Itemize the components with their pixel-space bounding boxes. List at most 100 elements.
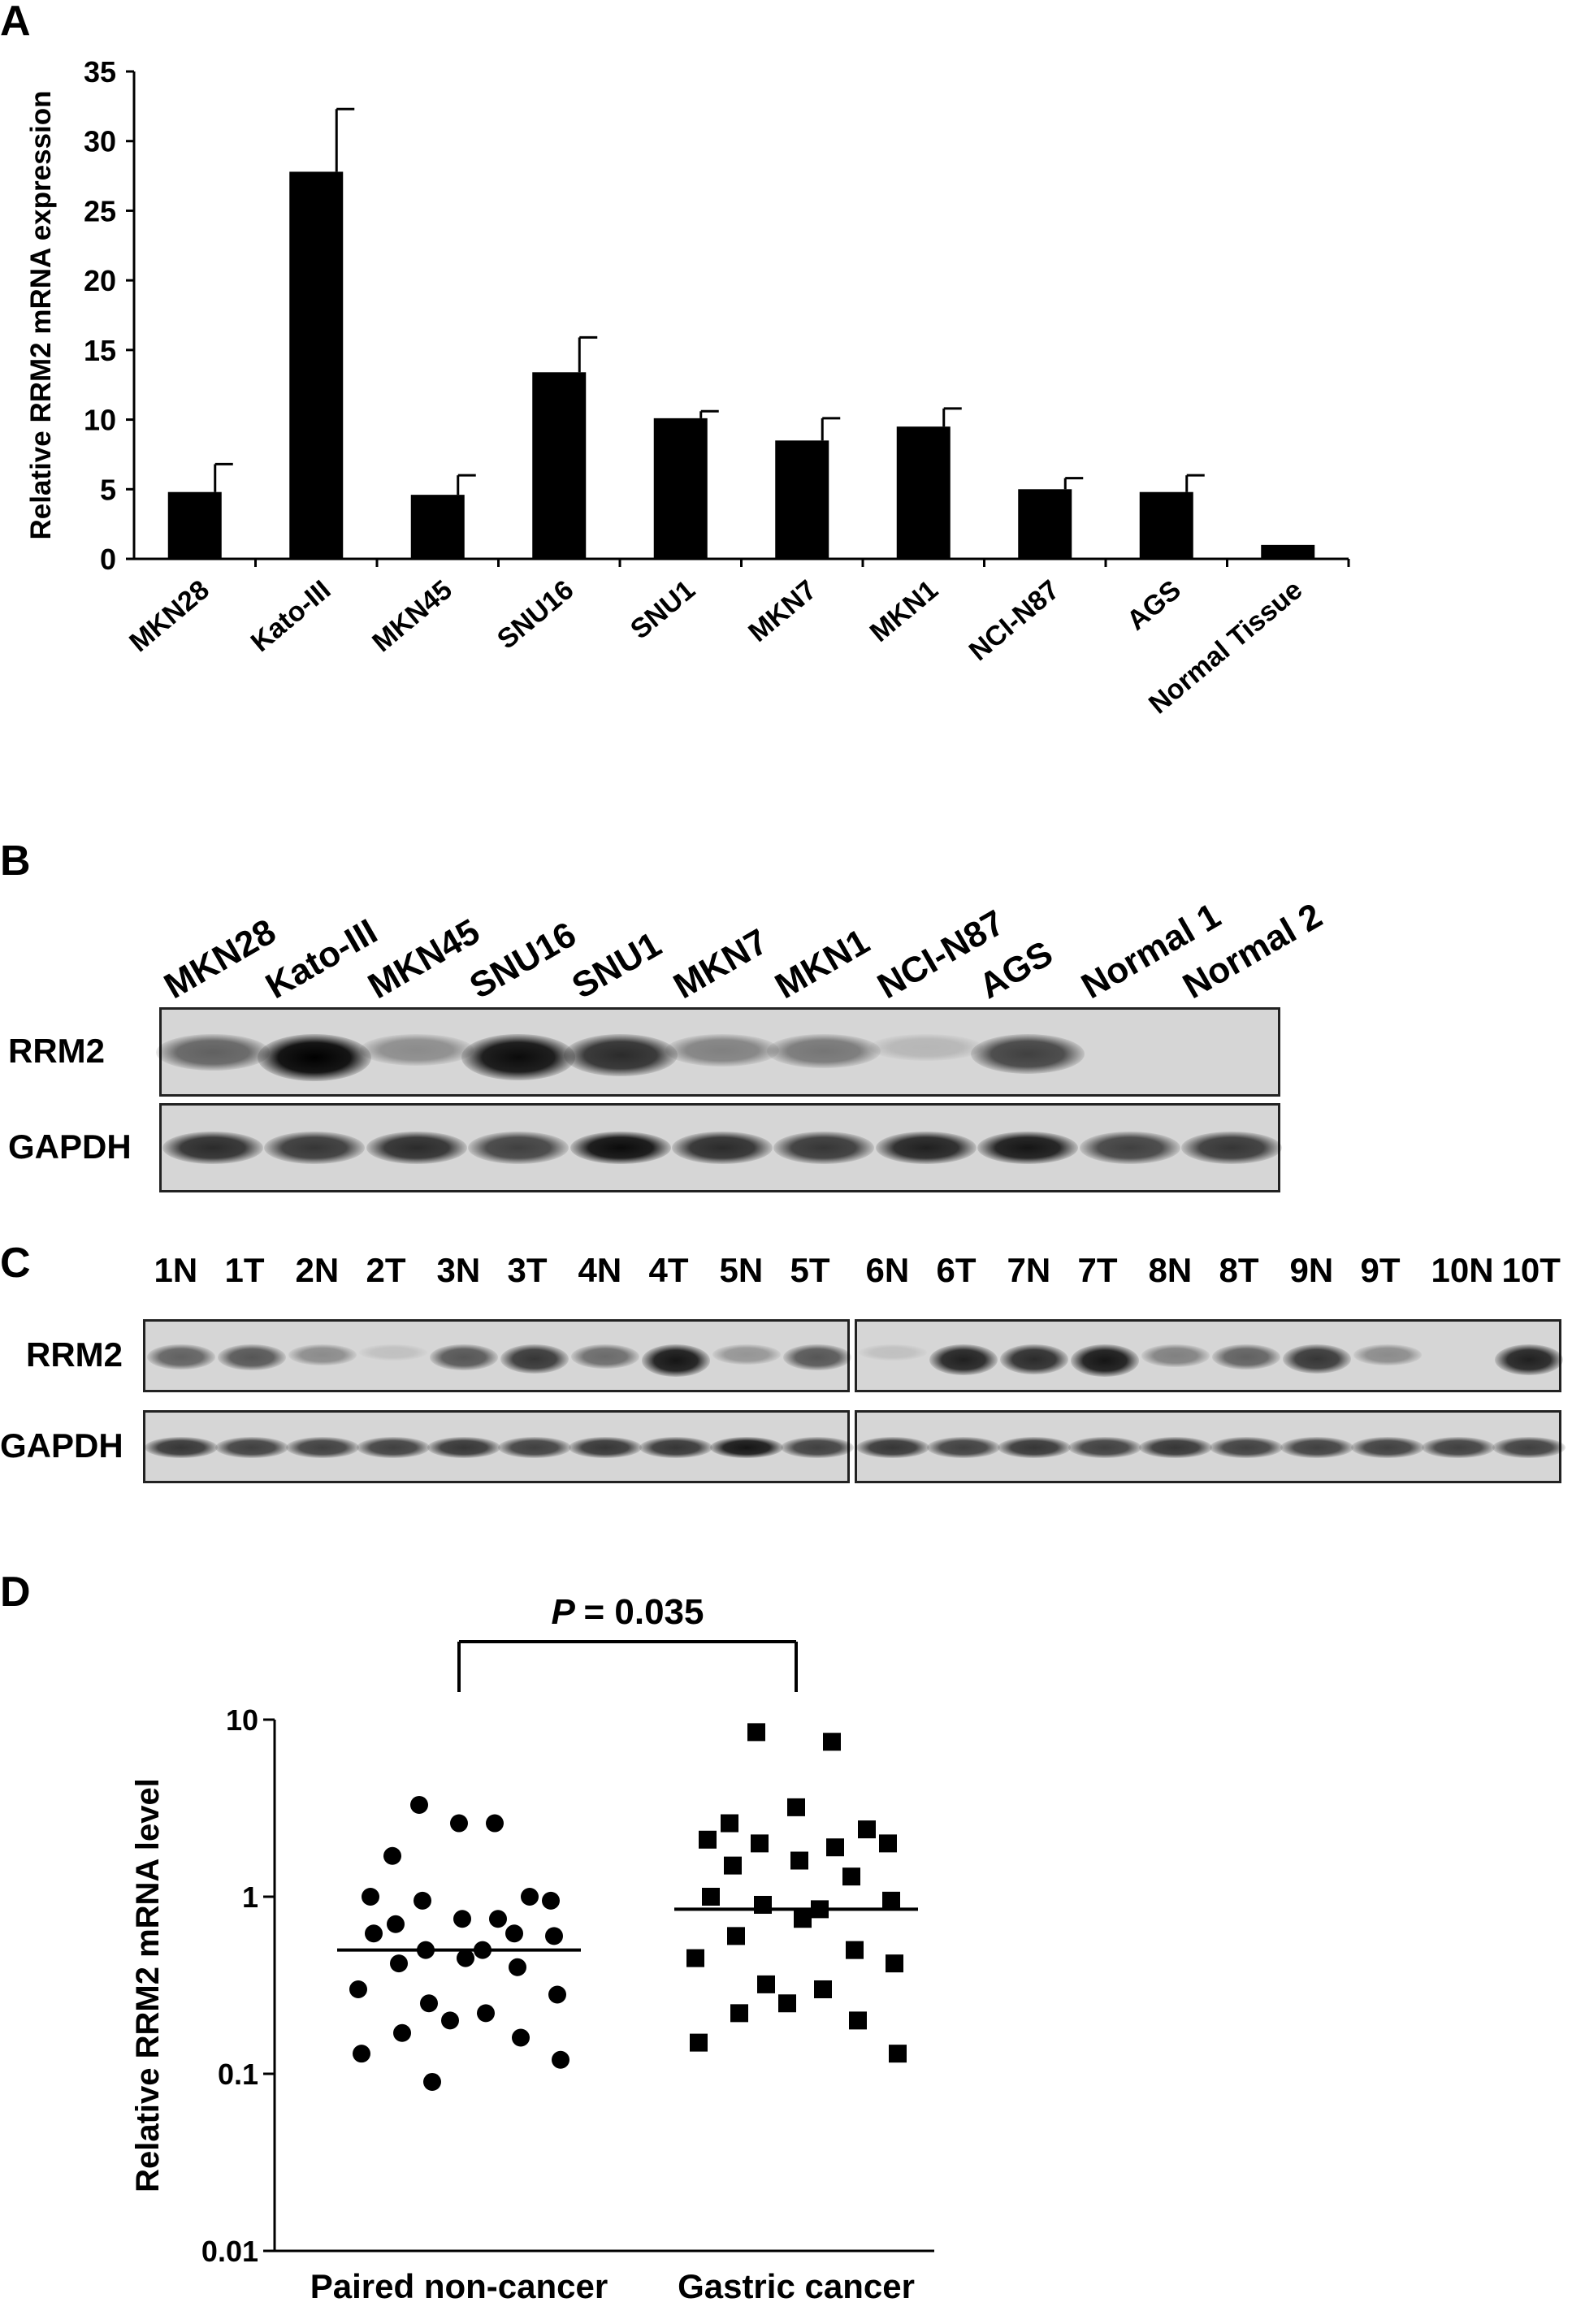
- blot-c-rrm2-band-3t: [500, 1344, 569, 1374]
- point-gastric-cancer: [754, 1895, 772, 1914]
- blot-c-rrm2-band-8t: [1211, 1344, 1280, 1370]
- blot-c-rrm2-band-9n: [1282, 1344, 1351, 1374]
- blot-c-gapdh-band-4t: [639, 1437, 712, 1458]
- blot-c-gapdh-band-9t: [1350, 1437, 1424, 1458]
- bar-mkn28: [167, 491, 222, 559]
- point-paired-non-cancer: [457, 1949, 474, 1967]
- blot-c-gapdh-band-3n: [427, 1437, 500, 1458]
- blot-c-gapdh-band-7n: [997, 1437, 1071, 1458]
- y-tick-label-3: 10: [226, 1703, 258, 1737]
- blot-b-lane-label-mkn1: MKN1: [769, 921, 877, 1007]
- blot-b-gapdh-band-snu1: [569, 1132, 671, 1164]
- blot-b-gapdh-band-mkn7: [672, 1132, 773, 1164]
- y-tick-label-0: 0.01: [201, 2235, 258, 2268]
- blot-c-rrm2-membrane-left: [143, 1319, 851, 1392]
- blot-b-gapdh-band-snu16: [468, 1132, 569, 1164]
- blot-b-gapdh-band-normal-2: [1181, 1132, 1283, 1164]
- point-gastric-cancer: [814, 1980, 832, 1998]
- blot-c-lane-label-1n: 1N: [154, 1251, 198, 1289]
- blot-c-lane-label-2t: 2T: [366, 1251, 406, 1289]
- blot-c-lane-label-3n: 3N: [436, 1251, 481, 1289]
- blot-c-gapdh-membrane-right: [855, 1410, 1566, 1483]
- blot-c-gapdh-band-9n: [1280, 1437, 1353, 1458]
- y-tick-label-3: 15: [84, 334, 116, 367]
- blot-c-gapdh-band-2n: [285, 1437, 359, 1458]
- bar-ags: [1139, 491, 1193, 559]
- blot-b-rrm2-band-mkn1: [767, 1034, 881, 1068]
- point-paired-non-cancer: [477, 2004, 495, 2023]
- panel-label-a: A: [0, 0, 31, 45]
- blot-c-lane-label-6n: 6N: [865, 1251, 910, 1289]
- y-tick-label-0: 0: [100, 543, 116, 576]
- blot-c-lane-label-8n: 8N: [1148, 1251, 1193, 1289]
- blot-c-rrm2-band-6t: [929, 1344, 998, 1376]
- x-tick-label-mkn45: MKN45: [366, 574, 458, 658]
- blot-c-lane-label-9n: 9N: [1289, 1251, 1334, 1289]
- blot-c-lane-label-1t: 1T: [224, 1251, 265, 1289]
- point-gastric-cancer: [699, 1830, 717, 1849]
- blot-c-gapdh-band-10n: [1421, 1437, 1495, 1458]
- point-paired-non-cancer: [362, 1888, 379, 1906]
- y-tick-label-2: 1: [242, 1880, 258, 1914]
- blot-b-rrm2-band-ags: [971, 1034, 1085, 1074]
- point-paired-non-cancer: [548, 1985, 566, 2004]
- blot-b-lane-label-snu16: SNU16: [463, 914, 583, 1007]
- point-paired-non-cancer: [365, 1924, 383, 1943]
- point-gastric-cancer: [757, 1975, 775, 1993]
- blot-c-row-label-gapdh: GAPDH: [0, 1426, 123, 1465]
- point-gastric-cancer: [751, 1834, 769, 1853]
- blot-c-rrm2-band-7n: [999, 1344, 1068, 1375]
- blot-c-rrm2-band-4n: [570, 1344, 639, 1369]
- blot-c-lane-label-6t: 6T: [936, 1251, 977, 1289]
- blot-c-rrm2-membrane-right: [855, 1319, 1563, 1392]
- western-blot-b: MKN28 Kato-III MKN45 SNU16 SNU1 MKN7 MKN1 NCI-N…: [0, 845, 1585, 1192]
- blot-b-lane-label-mkn7: MKN7: [667, 921, 775, 1007]
- blot-b-rrm2-band-kato-iii: [258, 1034, 372, 1081]
- point-gastric-cancer: [858, 1820, 876, 1839]
- blot-c-gapdh-band-6t: [926, 1437, 1000, 1458]
- point-gastric-cancer: [778, 1994, 796, 2013]
- y-axis-label: Relative RRM2 mRNA level: [130, 1778, 166, 2192]
- point-paired-non-cancer: [521, 1888, 539, 1906]
- point-gastric-cancer: [747, 1723, 765, 1742]
- point-gastric-cancer: [826, 1838, 844, 1857]
- x-tick-label-kato-iii: Kato-III: [245, 574, 337, 658]
- x-tick-label-snu1: SNU1: [625, 574, 701, 645]
- blot-c-rrm2-band-10t: [1494, 1344, 1563, 1376]
- bar-mkn1: [896, 426, 951, 559]
- point-gastric-cancer: [690, 2033, 708, 2052]
- blot-c-gapdh-band-2t: [356, 1437, 430, 1458]
- point-gastric-cancer: [721, 1814, 738, 1833]
- blot-c-lane-label-9t: 9T: [1360, 1251, 1401, 1289]
- point-gastric-cancer: [730, 2004, 748, 2023]
- p-value-annotation: P = 0.035: [552, 1592, 704, 1632]
- blot-b-rrm2-band-snu1: [563, 1034, 678, 1076]
- blot-b-rrm2-band-mkn45: [359, 1034, 474, 1066]
- blot-c-rrm2-band-2n: [288, 1344, 357, 1366]
- point-gastric-cancer: [794, 1910, 812, 1928]
- point-gastric-cancer: [849, 2011, 867, 2030]
- point-paired-non-cancer: [441, 2011, 459, 2030]
- point-paired-non-cancer: [450, 1814, 468, 1833]
- blot-c-rrm2-band-8n: [1141, 1344, 1210, 1367]
- blot-c-gapdh-band-1n: [144, 1437, 218, 1458]
- panel-label-b: B: [0, 837, 31, 885]
- blot-c-lane-label-7n: 7N: [1007, 1251, 1051, 1289]
- blot-b-rrm2-band-nci-n87: [868, 1034, 983, 1061]
- point-paired-non-cancer: [383, 1846, 401, 1865]
- point-paired-non-cancer: [545, 1927, 563, 1945]
- blot-b-rrm2-band-mkn28: [155, 1034, 270, 1071]
- blot-c-gapdh-band-1t: [214, 1437, 288, 1458]
- bar-snu1: [653, 418, 708, 559]
- point-paired-non-cancer: [509, 1958, 526, 1976]
- x-tick-label-ags: AGS: [1121, 574, 1187, 636]
- point-paired-non-cancer: [453, 1910, 471, 1928]
- scatter-chart-rrm2-level: 0.01 0.1 1 10 Relative RRM2 mRNA level Paired…: [130, 1592, 934, 2305]
- blot-b-gapdh-band-mkn45: [366, 1132, 467, 1164]
- point-paired-non-cancer: [410, 1795, 428, 1814]
- blot-c-lane-label-8t: 8T: [1219, 1251, 1259, 1289]
- blot-c-gapdh-membrane-left: [143, 1410, 854, 1483]
- blot-c-lane-label-4n: 4N: [578, 1251, 622, 1289]
- point-gastric-cancer: [879, 1834, 897, 1853]
- y-tick-label-7: 35: [84, 55, 116, 89]
